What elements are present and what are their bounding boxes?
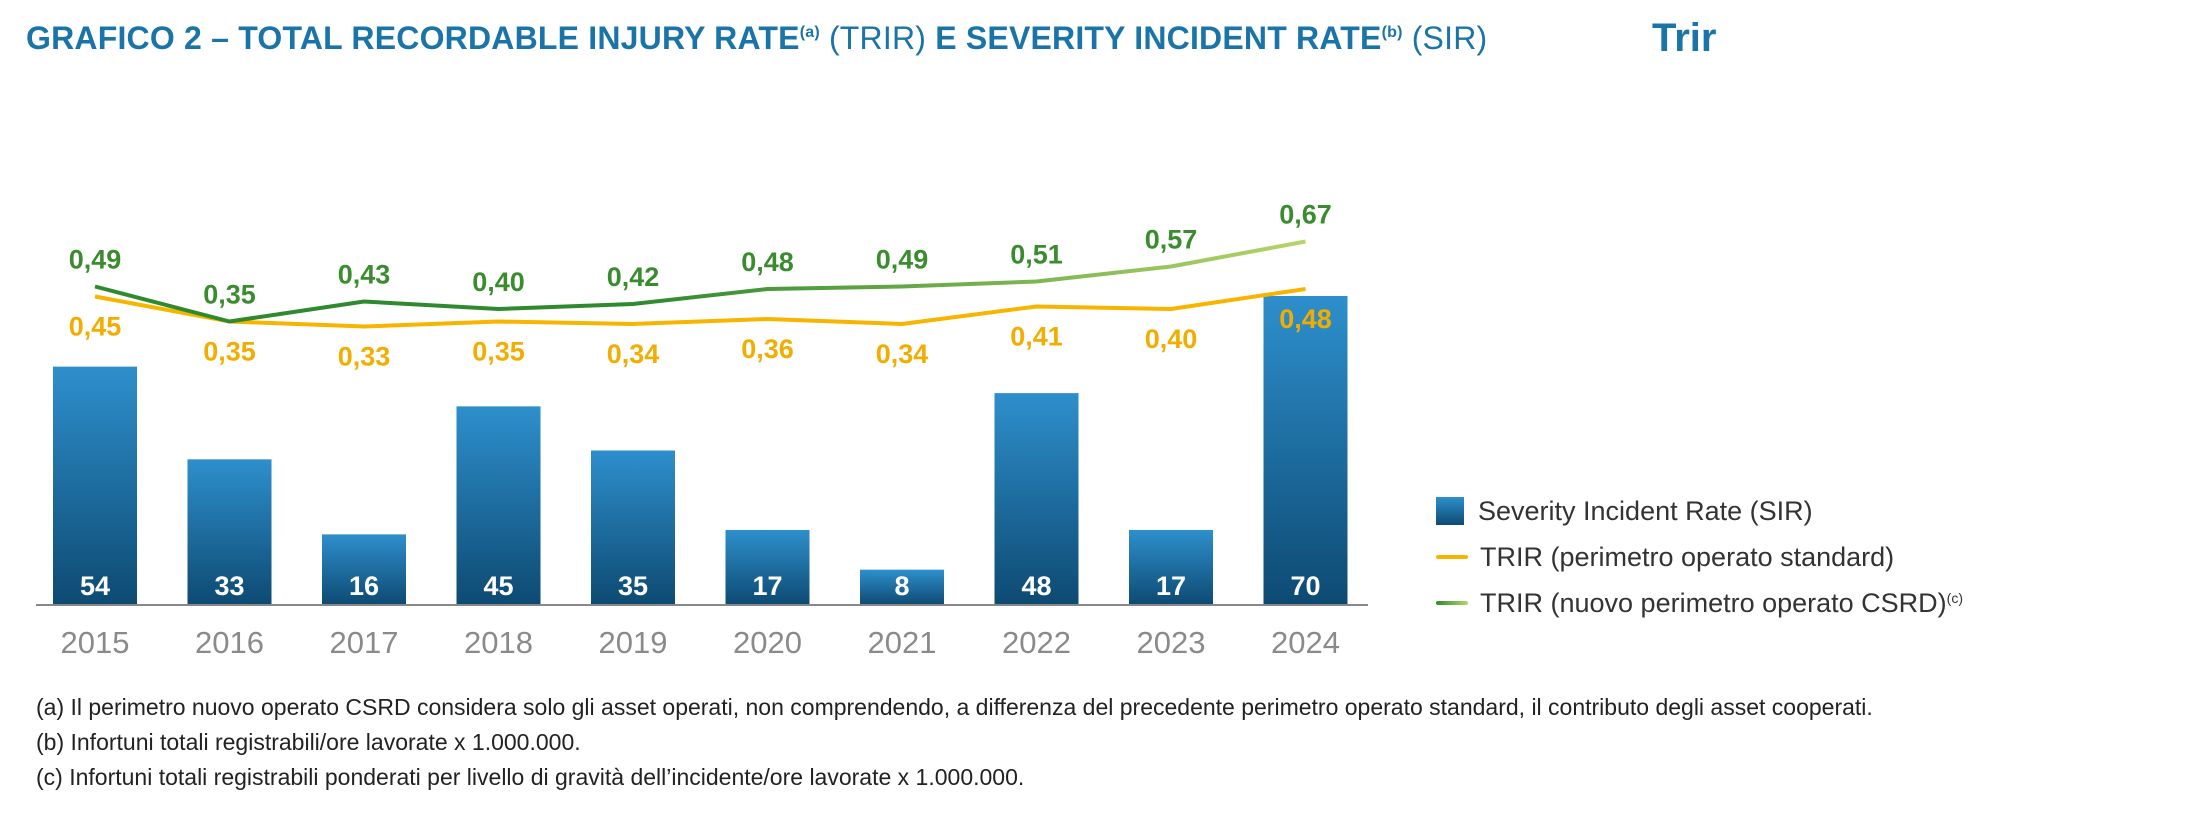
sir-bar-value-label: 70 bbox=[1290, 571, 1320, 601]
footnotes: (a) Il perimetro nuovo operato CSRD cons… bbox=[36, 690, 1873, 795]
title-part-sir: E SEVERITY INCIDENT RATE bbox=[935, 20, 1382, 56]
sir-bar-value-label: 48 bbox=[1021, 571, 1051, 601]
title-footnote-a: (a) bbox=[799, 24, 820, 41]
x-tick-label: 2022 bbox=[1002, 625, 1071, 660]
sir-bar bbox=[994, 393, 1079, 605]
trir-csrd-value-label: 0,42 bbox=[607, 262, 660, 292]
footnote-c: (c) Infortuni totali registrabili ponder… bbox=[36, 764, 1025, 790]
sir-bar-value-label: 33 bbox=[214, 571, 244, 601]
sir-bar bbox=[456, 406, 541, 605]
trir-csrd-value-label: 0,49 bbox=[876, 245, 929, 275]
trir-lines bbox=[94, 239, 1306, 329]
sir-bar-value-label: 17 bbox=[1156, 571, 1186, 601]
trir-csrd-value-label: 0,40 bbox=[472, 267, 525, 297]
sir-bar bbox=[1129, 529, 1213, 605]
sir-bar-value-label: 54 bbox=[80, 571, 110, 601]
trir-csrd-value-label: 0,35 bbox=[203, 280, 256, 310]
trir-csrd-value-label: 0,48 bbox=[741, 247, 794, 277]
sir-bar bbox=[591, 450, 675, 605]
trir-csrd-value-label: 0,51 bbox=[1010, 240, 1063, 270]
trir-standard-line bbox=[94, 287, 1306, 329]
sir-bar bbox=[53, 366, 137, 605]
trir-standard-value-label: 0,40 bbox=[1145, 324, 1198, 354]
trir-csrd-value-label: 0,67 bbox=[1279, 200, 1332, 230]
trir-standard-value-label: 0,34 bbox=[876, 339, 929, 369]
legend-item-trir-csrd: TRIR (nuovo perimetro operato CSRD)(c) bbox=[1436, 580, 1963, 626]
sir-bar-value-label: 35 bbox=[618, 571, 648, 601]
sir-bar-value-label: 8 bbox=[894, 571, 909, 601]
title-part-sir-abbr: (SIR) bbox=[1402, 20, 1488, 56]
legend-item-sir: Severity Incident Rate (SIR) bbox=[1436, 488, 1963, 534]
sir-bar-value-label: 45 bbox=[483, 571, 513, 601]
trir-standard-value-label: 0,36 bbox=[741, 334, 794, 364]
chart-title: GRAFICO 2 – TOTAL RECORDABLE INJURY RATE… bbox=[26, 20, 1487, 57]
x-tick-label: 2023 bbox=[1137, 625, 1206, 660]
legend-swatch-bar-icon bbox=[1436, 497, 1464, 525]
x-tick-label: 2021 bbox=[868, 625, 937, 660]
trir-standard-value-label: 0,35 bbox=[203, 337, 256, 367]
legend: Severity Incident Rate (SIR) TRIR (perim… bbox=[1436, 488, 1963, 626]
x-axis: 2015 2016 2017 2018 2019 2020 2021 2022 2023 2024 bbox=[36, 604, 1368, 660]
sir-bar bbox=[1263, 296, 1348, 605]
x-tick-label: 2018 bbox=[464, 625, 533, 660]
x-tick-label: 2016 bbox=[195, 625, 264, 660]
legend-label-trir-csrd: TRIR (nuovo perimetro operato CSRD)(c) bbox=[1480, 587, 1963, 618]
sir-bar bbox=[187, 459, 272, 605]
trir-standard-value-label: 0,33 bbox=[338, 342, 391, 372]
legend-label-sir: Severity Incident Rate (SIR) bbox=[1478, 495, 1813, 526]
sir-bars: 54 33 16 45 35 17 8 48 17 70 bbox=[53, 296, 1348, 605]
trir-standard-value-label: 0,45 bbox=[69, 312, 122, 342]
trir-csrd-line bbox=[94, 239, 1306, 324]
x-tick-label: 2017 bbox=[330, 625, 399, 660]
title-part-trir-abbr: (TRIR) bbox=[819, 20, 936, 56]
legend-item-trir-standard: TRIR (perimetro operato standard) bbox=[1436, 534, 1963, 580]
x-tick-label: 2024 bbox=[1271, 625, 1340, 660]
trir-csrd-value-label: 0,43 bbox=[338, 260, 391, 290]
trir-csrd-value-label: 0,57 bbox=[1145, 225, 1198, 255]
x-tick-label: 2020 bbox=[733, 625, 802, 660]
trir-standard-value-label: 0,35 bbox=[472, 337, 525, 367]
sir-bar bbox=[860, 569, 944, 605]
trir-standard-value-label: 0,48 bbox=[1279, 304, 1332, 334]
data-labels: 0,49 0,35 0,43 0,40 0,42 0,48 0,49 0,51 0,57 0,67… bbox=[69, 200, 1332, 372]
footnote-a: (a) Il perimetro nuovo operato CSRD cons… bbox=[36, 694, 1873, 720]
title-part-trir: GRAFICO 2 – TOTAL RECORDABLE INJURY RATE bbox=[26, 20, 800, 56]
sir-bar bbox=[725, 529, 810, 605]
trir-standard-value-label: 0,41 bbox=[1010, 322, 1063, 352]
sir-bar-value-label: 17 bbox=[752, 571, 782, 601]
legend-swatch-line-icon bbox=[1436, 555, 1468, 559]
sir-bar bbox=[322, 534, 406, 605]
footnote-b: (b) Infortuni totali registrabili/ore la… bbox=[36, 729, 581, 755]
title-footnote-b: (b) bbox=[1381, 24, 1403, 41]
legend-swatch-line-icon bbox=[1436, 601, 1468, 605]
trir-csrd-value-label: 0,49 bbox=[69, 245, 122, 275]
sir-bar-value-label: 16 bbox=[349, 571, 379, 601]
chart-subtitle: Trir bbox=[1652, 16, 1717, 60]
trir-standard-value-label: 0,34 bbox=[607, 339, 660, 369]
legend-label-trir-standard: TRIR (perimetro operato standard) bbox=[1480, 541, 1895, 572]
combo-chart: 54 33 16 45 35 17 8 48 17 70 2015 2016 2017 2018 2019… bbox=[36, 200, 1368, 660]
x-tick-label: 2019 bbox=[599, 625, 668, 660]
x-tick-label: 2015 bbox=[61, 625, 130, 660]
